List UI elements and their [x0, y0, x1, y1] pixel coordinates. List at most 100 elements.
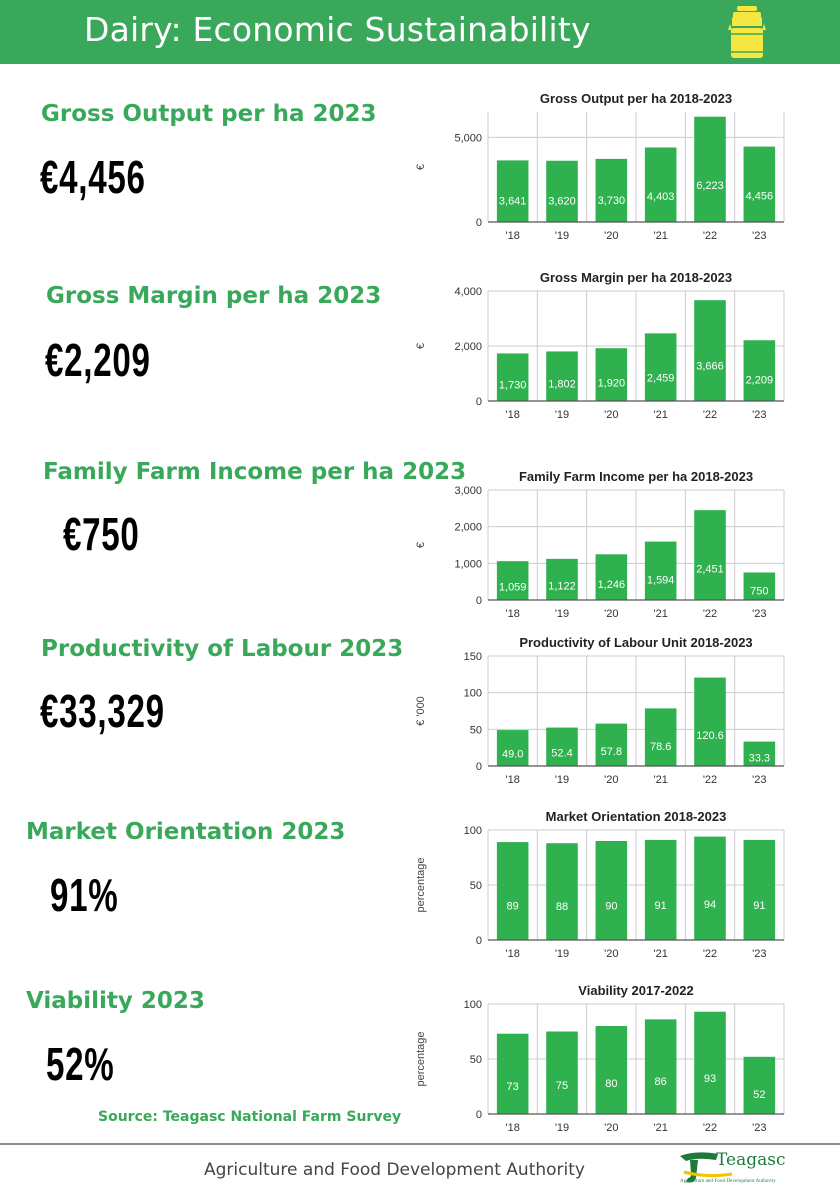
x-tick-label: '23 — [752, 409, 766, 421]
productivity-labour-chart: Productivity of Labour Unit 2018-2023 0 50… — [415, 635, 785, 786]
bar-value-label: 78.6 — [650, 741, 671, 753]
bar — [694, 116, 726, 222]
x-tick-label: '19 — [555, 774, 569, 786]
bar-value-label: 86 — [655, 1076, 667, 1088]
family-farm-income-value: €750 — [63, 508, 140, 560]
y-tick-label: 50 — [470, 880, 482, 892]
footer-text: Agriculture and Food Development Authori… — [204, 1160, 585, 1180]
bar — [595, 841, 628, 940]
bar — [546, 727, 578, 766]
bar — [644, 333, 677, 401]
x-tick-label: '18 — [505, 230, 519, 242]
y-axis-label: € — [415, 164, 427, 170]
x-tick-label: '20 — [604, 774, 618, 786]
bar — [644, 839, 677, 940]
productivity-labour-title: Productivity of Labour 2023 — [41, 636, 404, 662]
gross-output-chart: Gross Output per ha 2018-2023 0 5,000 3,641… — [415, 91, 785, 242]
teagasc-logo-tagline: Agriculture and Food Development Authori… — [680, 1179, 776, 1184]
x-tick-label: '20 — [604, 1122, 618, 1134]
bar-value-label: 1,920 — [598, 378, 626, 390]
bar — [546, 160, 578, 222]
bar — [496, 353, 529, 401]
y-tick-label: 0 — [476, 935, 482, 947]
y-tick-label: 50 — [470, 724, 482, 736]
bar — [694, 510, 726, 600]
bar-value-label: 1,730 — [499, 379, 527, 391]
bar-value-label: 1,802 — [548, 379, 576, 391]
y-tick-label: 0 — [476, 595, 482, 607]
bar-value-label: 93 — [704, 1073, 716, 1085]
y-axis-label: percentage — [415, 857, 427, 912]
bar — [496, 561, 529, 600]
y-tick-label: 100 — [464, 688, 482, 700]
bar — [743, 741, 776, 766]
bar-value-label: 90 — [605, 900, 617, 912]
bar-value-label: 80 — [605, 1078, 617, 1090]
bar-value-label: 4,403 — [647, 191, 675, 203]
bar — [496, 1033, 529, 1114]
x-tick-label: '22 — [703, 948, 717, 960]
bar — [743, 340, 776, 401]
x-tick-label: '19 — [555, 608, 569, 620]
gross-margin-title: Gross Margin per ha 2023 — [46, 283, 382, 309]
y-tick-label: 1,000 — [454, 558, 482, 570]
bar — [694, 677, 726, 766]
bar-value-label: 3,620 — [548, 196, 576, 208]
bar-value-label: 2,459 — [647, 372, 675, 384]
x-tick-label: '19 — [555, 1122, 569, 1134]
x-tick-label: '19 — [555, 409, 569, 421]
gross-margin-value: €2,209 — [45, 334, 151, 386]
x-tick-label: '21 — [653, 948, 667, 960]
bar-value-label: 94 — [704, 899, 716, 911]
bar — [496, 160, 529, 222]
bar-value-label: 750 — [750, 585, 768, 597]
bar-value-label: 75 — [556, 1080, 568, 1092]
bar-value-label: 3,730 — [598, 195, 626, 207]
y-axis-label: percentage — [415, 1031, 427, 1086]
bar — [644, 1019, 677, 1114]
bar-value-label: 91 — [753, 900, 765, 912]
market-orientation-chart: Market Orientation 2018-2023 0 50 100 89 '18 8… — [415, 809, 785, 960]
x-tick-label: '19 — [555, 948, 569, 960]
bar-value-label: 49.0 — [502, 748, 523, 760]
viability-title: Viability 2023 — [26, 988, 205, 1014]
market-orientation-title: Market Orientation 2023 — [26, 819, 346, 845]
bar — [595, 1026, 628, 1114]
bar-value-label: 88 — [556, 901, 568, 913]
bar-value-label: 1,594 — [647, 575, 675, 587]
x-tick-label: '21 — [653, 230, 667, 242]
y-tick-label: 0 — [476, 761, 482, 773]
gross-output-title: Gross Output per ha 2023 — [41, 101, 377, 127]
bar — [496, 730, 529, 766]
bar-value-label: 73 — [507, 1081, 519, 1093]
bar-value-label: 89 — [507, 901, 519, 913]
y-tick-label: 4,000 — [454, 286, 482, 298]
y-axis-label: € — [415, 343, 427, 349]
teagasc-logo-name: Teagasc — [716, 1150, 786, 1170]
bar-value-label: 57.8 — [601, 746, 622, 758]
x-tick-label: '23 — [752, 230, 766, 242]
x-tick-label: '21 — [653, 608, 667, 620]
source-note: Source: Teagasc National Farm Survey — [98, 1109, 402, 1125]
x-tick-label: '20 — [604, 230, 618, 242]
gross-margin-chart: Gross Margin per ha 2018-2023 0 2,000 4,000… — [415, 270, 785, 421]
productivity-labour-value: €33,329 — [40, 685, 165, 737]
bar — [644, 147, 677, 222]
y-axis-label: € '000 — [415, 696, 427, 726]
bar — [743, 572, 776, 600]
bar — [743, 1056, 776, 1114]
chart-title: Market Orientation 2018-2023 — [546, 809, 727, 824]
x-tick-label: '18 — [505, 774, 519, 786]
x-tick-label: '23 — [752, 774, 766, 786]
bar-value-label: 33.3 — [749, 752, 770, 764]
bar — [496, 842, 529, 940]
bar — [595, 348, 628, 401]
chart-title: Gross Output per ha 2018-2023 — [540, 91, 732, 106]
bar-value-label: 6,223 — [696, 180, 724, 192]
bar — [694, 300, 726, 401]
bar-value-label: 120.6 — [696, 730, 724, 742]
bar-value-label: 3,666 — [696, 361, 724, 373]
header-banner: Dairy: Economic Sustainability — [0, 0, 840, 64]
y-tick-label: 2,000 — [454, 522, 482, 534]
x-tick-label: '18 — [505, 948, 519, 960]
